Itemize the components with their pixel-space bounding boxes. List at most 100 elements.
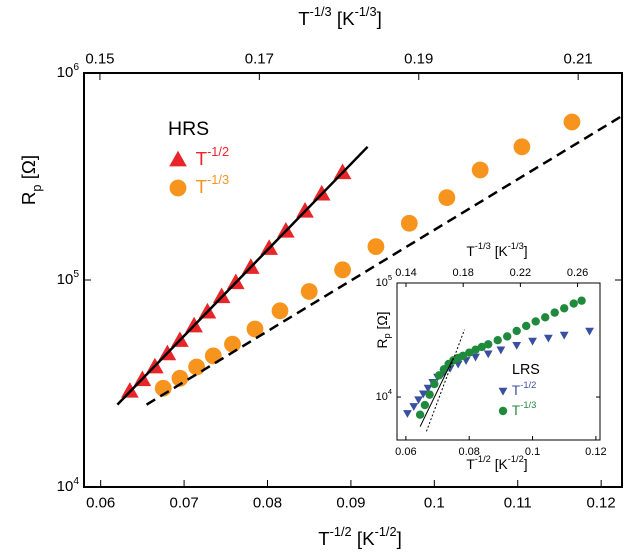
legend-name-exp: -1/3 bbox=[207, 172, 229, 187]
x2-tick-label: 0.21 bbox=[564, 50, 593, 67]
marker bbox=[513, 138, 531, 156]
y-axis-label-part: p bbox=[382, 333, 392, 338]
x2-tick-label: 0.18 bbox=[452, 267, 473, 279]
y-tick-exp: 6 bbox=[73, 62, 79, 73]
marker bbox=[563, 113, 581, 131]
marker bbox=[471, 345, 480, 354]
x-axis-label-part: ] bbox=[524, 457, 528, 472]
x-axis-label-part: [K bbox=[491, 457, 509, 472]
legend-marker bbox=[498, 387, 508, 396]
y-axis-label-part: [Ω] bbox=[375, 312, 390, 334]
y-tick-label: 105 bbox=[57, 269, 80, 288]
legend-name-exp: -1/3 bbox=[520, 400, 536, 410]
legend-name-exp: -1/2 bbox=[520, 380, 536, 390]
marker bbox=[425, 390, 434, 399]
marker bbox=[224, 335, 241, 353]
marker bbox=[434, 371, 444, 380]
legend-name: T bbox=[196, 176, 208, 197]
y-axis-label-part: R bbox=[375, 338, 390, 348]
marker bbox=[367, 238, 385, 255]
y-tick-base: 10 bbox=[57, 478, 74, 495]
fit-line bbox=[145, 114, 623, 406]
x-tick-label: 0.07 bbox=[169, 494, 198, 511]
y-tick-exp: 4 bbox=[388, 388, 392, 397]
x2-axis-label: T-1/3 [K-1/3] bbox=[298, 4, 382, 29]
marker bbox=[418, 390, 428, 399]
legend-name: T bbox=[512, 403, 521, 418]
x-tick-label: 0.1 bbox=[525, 446, 540, 458]
x-tick-label: 0.12 bbox=[587, 494, 616, 511]
marker bbox=[246, 320, 264, 338]
y-axis-label-part: R bbox=[18, 192, 39, 206]
y-tick-label: 105 bbox=[376, 273, 392, 288]
marker bbox=[458, 351, 468, 360]
marker bbox=[522, 321, 531, 331]
legend-label: T-1/2 bbox=[512, 380, 537, 397]
y-axis-label-part: [Ω] bbox=[18, 155, 39, 185]
marker bbox=[560, 304, 569, 313]
x2-axis-label-part: T bbox=[466, 244, 475, 259]
x2-tick-label: 0.14 bbox=[395, 267, 416, 279]
y-tick-label: 106 bbox=[57, 62, 80, 81]
y-tick-label: 104 bbox=[57, 476, 80, 495]
x2-axis-label-part: ] bbox=[377, 8, 382, 29]
marker bbox=[334, 261, 351, 279]
x-axis-label-part: -1/2 bbox=[330, 524, 352, 539]
x2-axis-label-part: [K bbox=[491, 244, 509, 259]
y-axis-label: Rp [Ω] bbox=[375, 312, 393, 349]
marker bbox=[121, 382, 139, 398]
x2-axis-label-part: -1/3 bbox=[508, 241, 524, 251]
x-tick-label: 0.06 bbox=[395, 446, 416, 458]
x-axis-label-part: T bbox=[466, 457, 475, 472]
x-axis-label-part: -1/2 bbox=[475, 454, 491, 464]
marker bbox=[531, 317, 540, 326]
marker bbox=[585, 327, 594, 336]
y-tick-label: 104 bbox=[376, 388, 392, 403]
marker bbox=[414, 396, 423, 405]
x-axis-label-part: -1/2 bbox=[375, 524, 397, 539]
marker bbox=[438, 189, 456, 207]
marker bbox=[409, 403, 419, 411]
x2-axis-label-part: -1/3 bbox=[310, 4, 332, 19]
marker bbox=[439, 365, 449, 374]
x2-tick-label: 0.26 bbox=[567, 267, 588, 279]
legend-marker bbox=[169, 150, 187, 167]
x-tick-label: 0.06 bbox=[86, 494, 115, 511]
marker bbox=[430, 379, 439, 389]
y-tick-exp: 5 bbox=[388, 273, 392, 282]
x2-axis-label: T-1/3 [K-1/3] bbox=[466, 241, 527, 258]
x-tick-label: 0.08 bbox=[458, 446, 479, 458]
fit-line bbox=[116, 145, 369, 406]
x2-axis-label-part: -1/3 bbox=[475, 241, 491, 251]
legend-label: T-1/3 bbox=[512, 400, 537, 417]
x2-axis-label-part: ] bbox=[524, 244, 528, 259]
marker bbox=[171, 369, 189, 387]
y-tick-exp: 4 bbox=[73, 476, 79, 487]
marker bbox=[403, 410, 412, 418]
y-axis-label: Rp [Ω] bbox=[18, 155, 44, 205]
x-axis-label-part: T bbox=[318, 528, 330, 549]
x2-axis-label-part: -1/3 bbox=[355, 4, 377, 19]
x-axis-label: T-1/2 [K-1/2] bbox=[466, 454, 527, 471]
x2-tick-label: 0.15 bbox=[85, 50, 114, 67]
x-tick-label: 0.1 bbox=[424, 494, 445, 511]
x2-axis-label-part: T bbox=[298, 8, 310, 29]
marker bbox=[541, 313, 550, 322]
x-tick-label: 0.12 bbox=[585, 446, 606, 458]
annotation: LRS bbox=[512, 362, 540, 378]
marker bbox=[550, 308, 559, 317]
legend-label: T-1/3 bbox=[196, 172, 229, 197]
x-axis-label-part: -1/2 bbox=[508, 454, 524, 464]
annotation: HRS bbox=[168, 118, 209, 140]
legend-marker bbox=[169, 179, 187, 197]
marker bbox=[496, 346, 506, 355]
marker bbox=[188, 358, 206, 376]
marker bbox=[493, 336, 502, 345]
legend-name: T bbox=[196, 148, 208, 169]
marker bbox=[212, 287, 231, 304]
x-tick-label: 0.09 bbox=[336, 494, 365, 511]
marker bbox=[503, 332, 512, 341]
legend-marker bbox=[498, 406, 508, 416]
x2-tick-label: 0.22 bbox=[510, 267, 531, 279]
